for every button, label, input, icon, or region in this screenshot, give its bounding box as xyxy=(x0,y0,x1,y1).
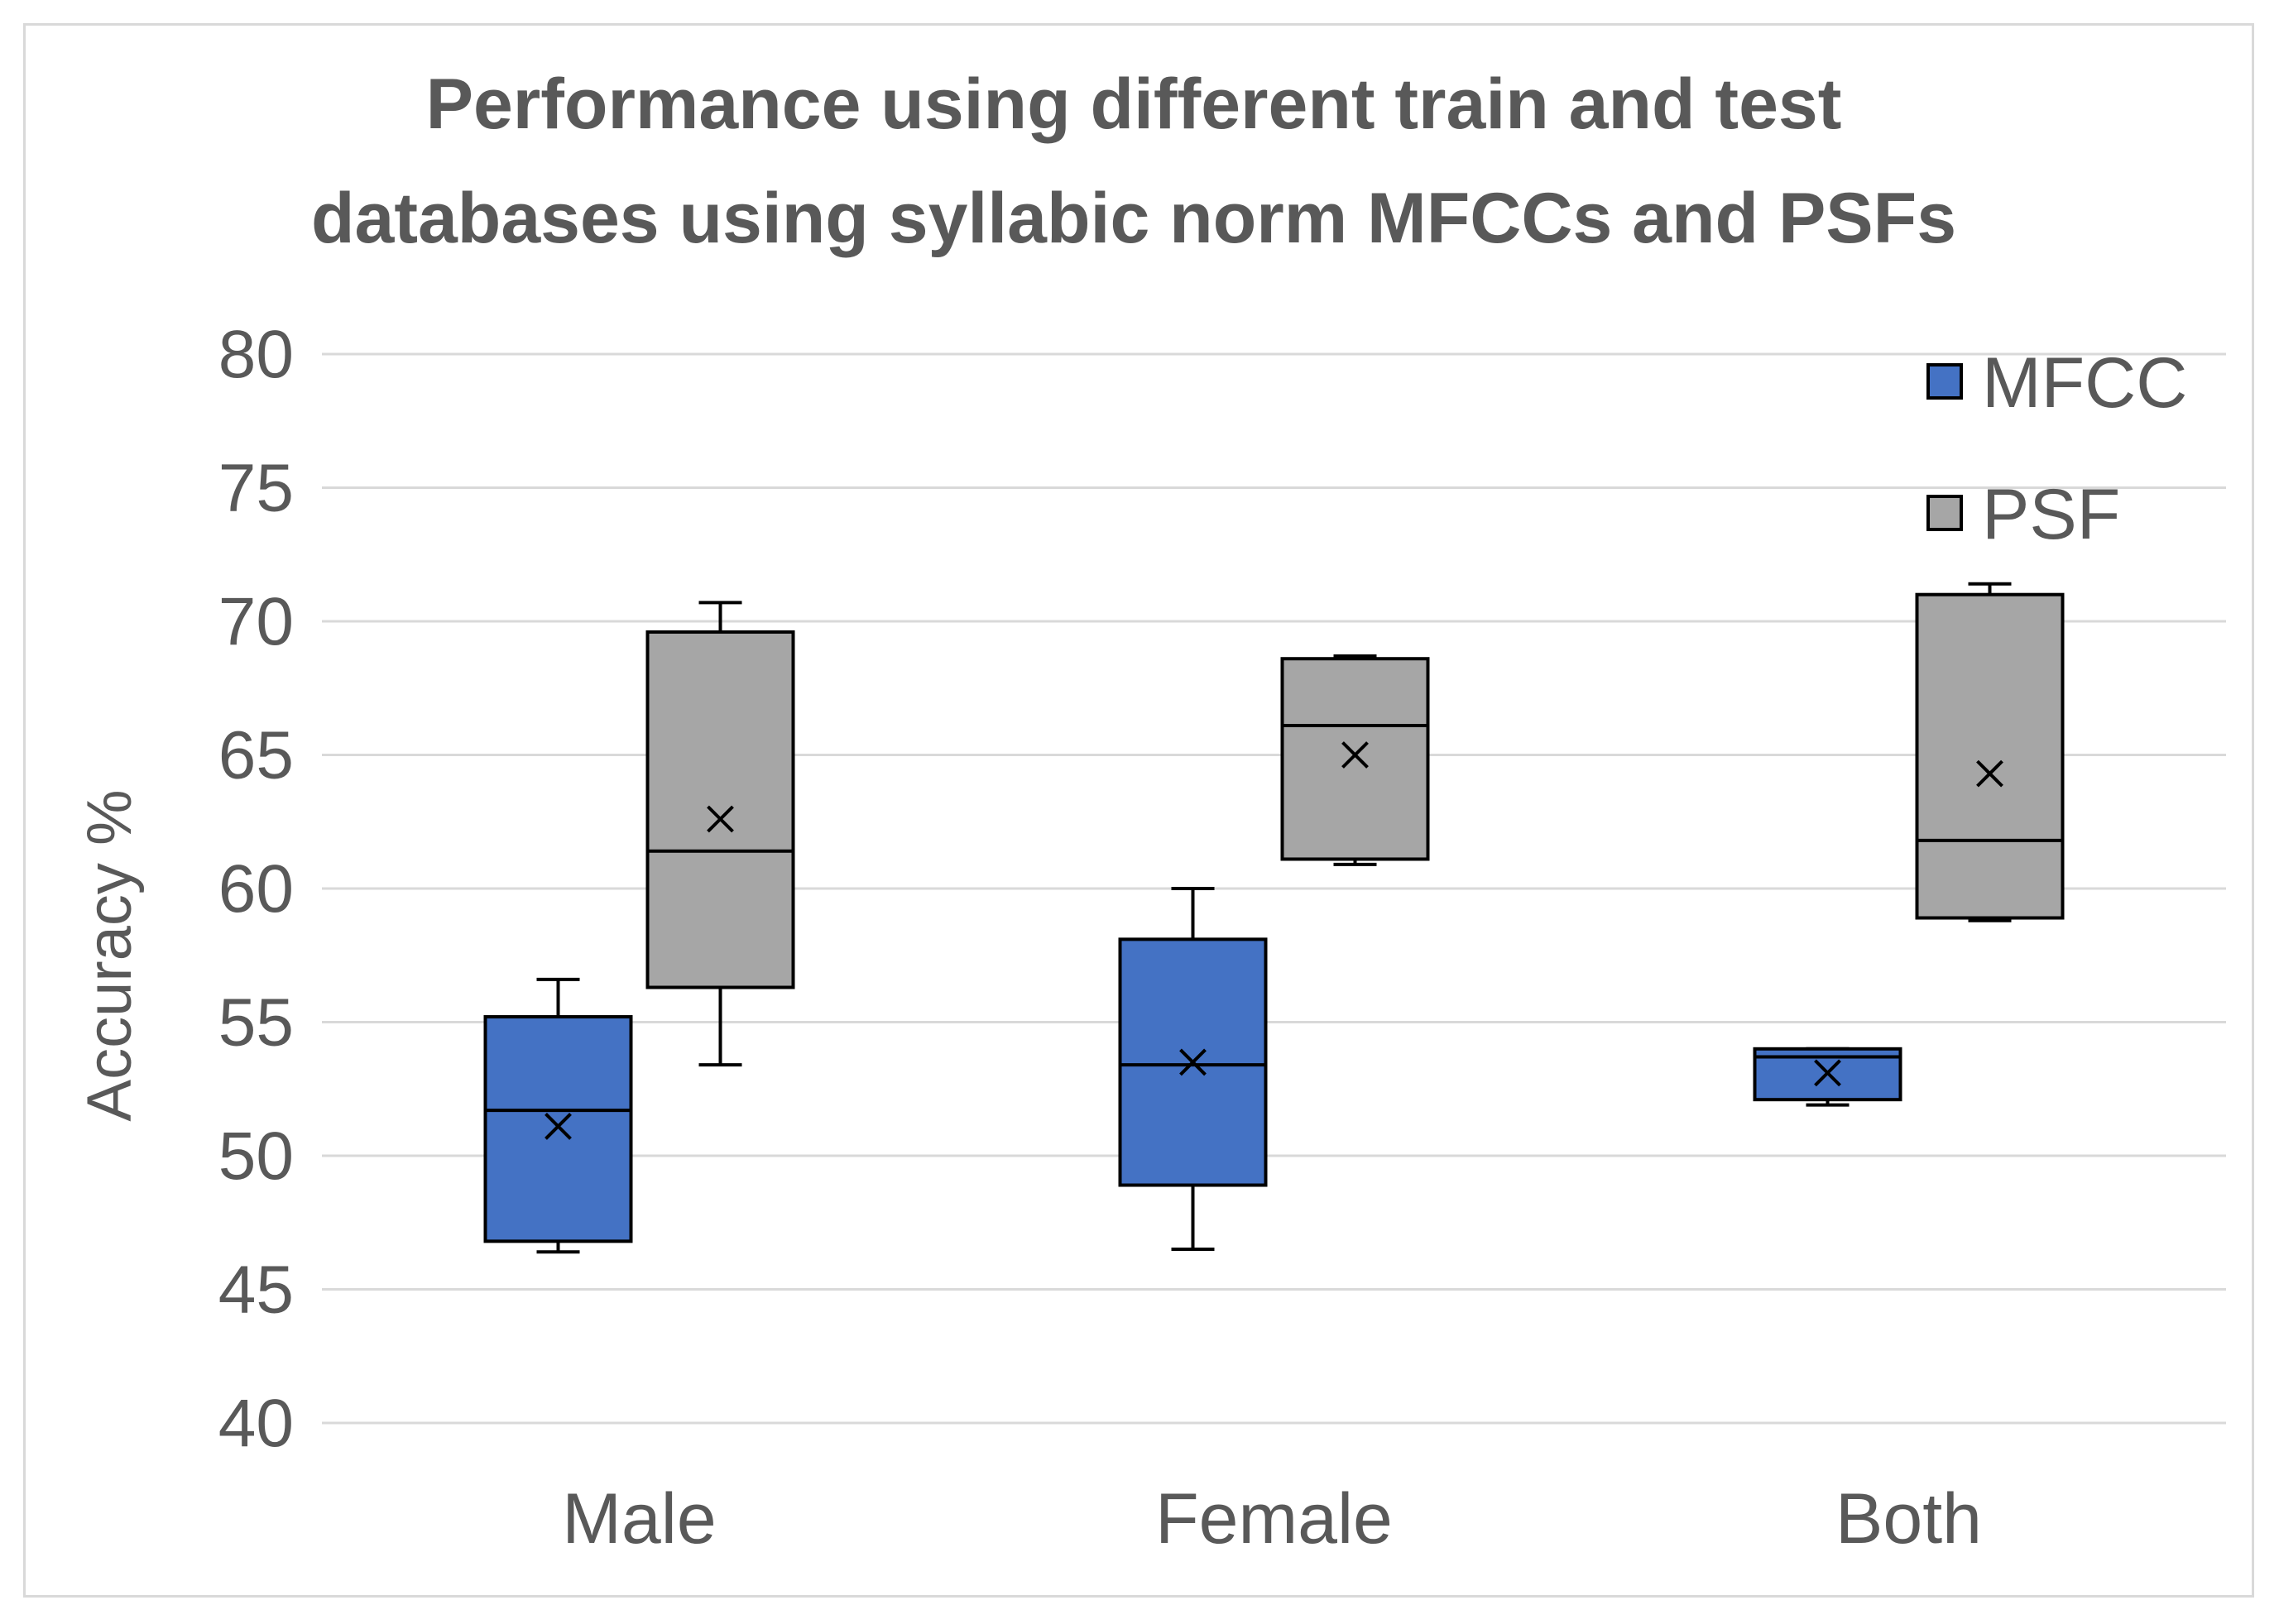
psf-both-box xyxy=(1915,592,2065,920)
psf-male-mean-stroke-b xyxy=(707,805,734,833)
mfcc-female-mean-marker xyxy=(1179,1048,1207,1076)
mfcc-male-mean-marker xyxy=(545,1113,572,1140)
chart-title-line-2: databases using syllabic norm MFCCs and … xyxy=(311,179,1956,258)
y-axis-label: Accuracy % xyxy=(74,789,145,1121)
mfcc-male-mean-stroke-b xyxy=(545,1113,572,1140)
psf-both-mean-marker xyxy=(1976,759,2003,788)
x-axis-ticks: Male Female Both xyxy=(562,1479,1982,1559)
box-series xyxy=(483,582,2065,1254)
chart-frame xyxy=(23,23,2254,1598)
psf-female-box xyxy=(1280,657,1430,861)
y-tick-label-55: 55 xyxy=(218,985,294,1061)
y-tick-label-80: 80 xyxy=(218,317,294,392)
x-tick-label-female: Female xyxy=(1155,1479,1393,1559)
y-tick-label-60: 60 xyxy=(218,851,294,927)
psf-both-mean-stroke-b xyxy=(1976,759,2003,788)
y-tick-label-50: 50 xyxy=(218,1119,294,1194)
gridlines xyxy=(322,352,2226,1425)
legend: MFCC PSF xyxy=(1926,343,2187,554)
y-tick-label-70: 70 xyxy=(218,584,294,659)
legend-swatch-mfcc xyxy=(1926,363,1963,400)
psf-female-mean-marker xyxy=(1341,741,1369,769)
mfcc-both-mean-marker xyxy=(1814,1059,1841,1087)
y-tick-label-75: 75 xyxy=(218,451,294,526)
legend-swatch-psf xyxy=(1926,495,1963,531)
y-tick-label-45: 45 xyxy=(218,1253,294,1328)
x-tick-label-both: Both xyxy=(1835,1479,1982,1559)
y-tick-label-65: 65 xyxy=(218,718,294,793)
mfcc-female-mean-stroke-b xyxy=(1179,1048,1207,1076)
psf-male-box xyxy=(645,630,795,989)
y-tick-label-40: 40 xyxy=(218,1386,294,1461)
mfcc-both-mean-stroke-b xyxy=(1814,1059,1841,1087)
y-axis-ticks: 40 45 50 55 60 65 70 75 80 xyxy=(218,317,294,1461)
mfcc-male-box xyxy=(483,1015,633,1243)
legend-label-mfcc: MFCC xyxy=(1982,343,2187,423)
psf-male-mean-marker xyxy=(707,805,734,833)
x-tick-label-male: Male xyxy=(562,1479,716,1559)
legend-label-psf: PSF xyxy=(1982,475,2120,554)
psf-female-mean-stroke-b xyxy=(1341,741,1369,769)
chart-title-line-1: Performance using different train and te… xyxy=(426,65,1842,144)
